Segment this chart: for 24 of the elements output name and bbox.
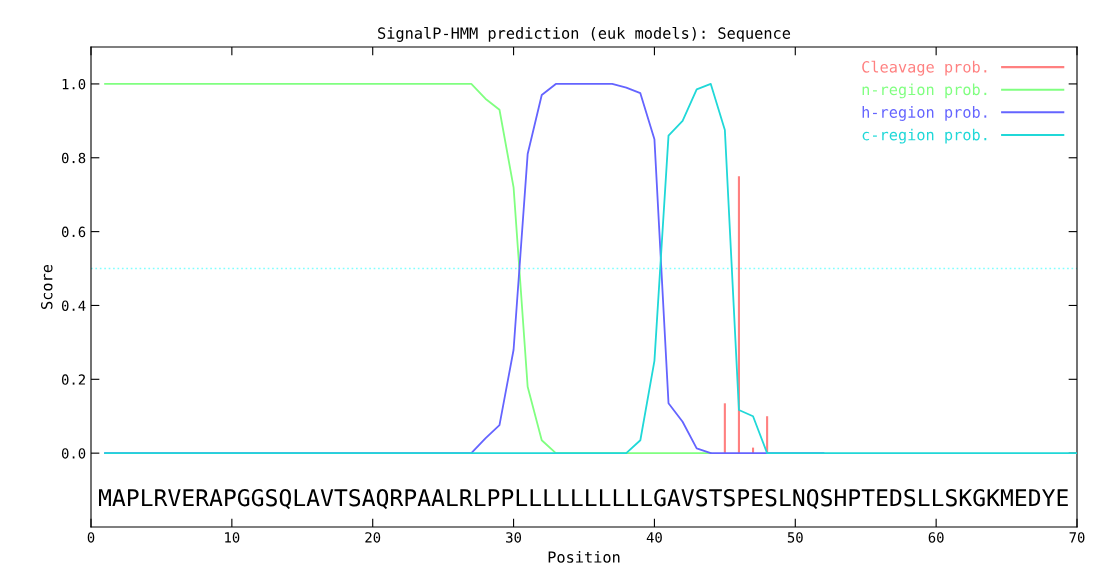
y-tick-label: 1.0 (62, 78, 86, 90)
legend-label: n-region prob. (862, 83, 987, 99)
line-series (104, 83, 712, 455)
x-tick-label: 20 (365, 532, 381, 543)
y-tick-label: 0.4 (61, 300, 86, 311)
x-tick-label: 70 (1069, 532, 1085, 543)
chart-title: SignalP-HMM prediction (euk models): Sequence (378, 26, 791, 42)
x-tick-label: 60 (928, 532, 944, 543)
annotation: MAPLRVERAPGGSQLAVTSAQRPAALRLPPLLLLLLLLLLGAVSTSPESLNQSHPTEDSLLSKGKMEDYE (99, 488, 1068, 510)
x-tick-label: 30 (506, 532, 522, 543)
x-tick-label: 10 (225, 532, 240, 543)
x-tick-label: 0 (87, 532, 95, 543)
y-tick-label: 0.0 (61, 448, 86, 459)
line-series (104, 83, 1077, 455)
legend-label: c-region prob. (862, 128, 987, 144)
x-axis-title: Position (548, 551, 620, 563)
y-tick-label: 0.2 (61, 374, 85, 385)
x-tick-label: 40 (646, 532, 662, 543)
legend-label: Cleavage prob. (862, 60, 987, 76)
y-axis-title: Score (40, 264, 53, 309)
y-tick-label: 0.8 (61, 152, 86, 164)
y-tick-label: 0.6 (61, 226, 86, 238)
legend-label: h-region prob. (862, 106, 987, 121)
x-tick-label: 50 (787, 532, 803, 543)
